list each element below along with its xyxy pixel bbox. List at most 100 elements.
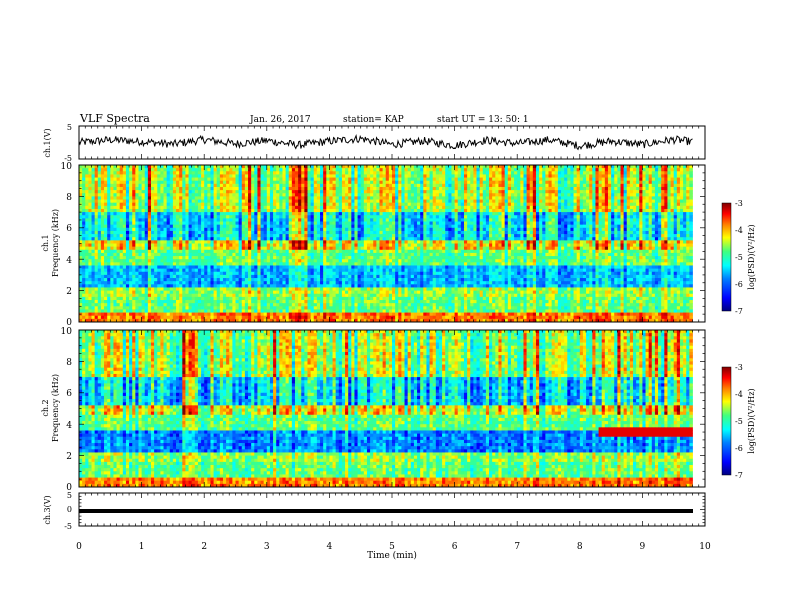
spectrogram-cell: [273, 183, 277, 188]
spectrogram-cell: [144, 227, 149, 232]
spectrogram-cell: [257, 237, 261, 241]
spectrogram-cell: [185, 168, 189, 172]
spectrogram-cell: [564, 227, 568, 232]
spectrogram-cell: [457, 174, 462, 178]
spectrogram-cell: [291, 193, 296, 197]
spectrogram-cell: [176, 227, 180, 232]
spectrogram-cell: [260, 208, 265, 213]
spectrogram-cell: [94, 234, 99, 238]
spectrogram-cell: [514, 174, 518, 178]
spectrogram-cell: [382, 196, 387, 200]
spectrogram-cell: [398, 202, 402, 207]
spectrogram-cell: [107, 234, 111, 238]
spectrogram-cell: [100, 180, 105, 185]
spectrogram-cell: [545, 180, 549, 185]
spectrogram-cell: [442, 199, 446, 204]
spectrogram-cell: [157, 221, 161, 226]
spectrogram-cell: [689, 205, 693, 210]
spectrogram-cell: [567, 177, 571, 182]
spectrogram-cell: [604, 234, 609, 238]
spectrogram-cell: [310, 202, 315, 207]
spectrogram-cell: [204, 202, 208, 207]
spectrogram-cell: [79, 212, 83, 216]
spectrogram-cell: [451, 208, 455, 213]
spectrogram-cell: [382, 165, 387, 169]
spectrogram-cell: [226, 234, 230, 238]
spectrogram-cell: [248, 183, 252, 188]
spectrogram-cell: [360, 174, 365, 178]
spectrogram-cell: [238, 171, 243, 175]
spectrogram-cell: [576, 168, 581, 172]
spectrogram-cell: [388, 237, 393, 241]
spectrogram-cell: [586, 193, 590, 197]
spectrogram-cell: [429, 199, 434, 204]
spectrogram-cell: [213, 171, 218, 175]
spectrogram-cell: [351, 221, 355, 226]
spectrogram-cell: [341, 224, 346, 229]
spectrogram-cell: [113, 237, 117, 241]
spectrogram-cell: [320, 165, 324, 169]
spectrogram-cell: [598, 215, 603, 219]
spectrogram-cell: [507, 186, 512, 191]
spectrogram-cell: [535, 227, 540, 232]
spectrogram-cell: [313, 227, 318, 232]
spectrogram-cell: [670, 212, 675, 216]
spectrogram-cell: [238, 234, 243, 238]
spectrogram-cell: [498, 193, 502, 197]
spectrogram-cell: [579, 165, 584, 169]
spectrogram-cell: [88, 183, 92, 188]
spectrogram-cell: [457, 230, 462, 235]
spectrogram-cell: [360, 208, 365, 213]
spectrogram-cell: [132, 218, 136, 222]
spectrogram-cell: [473, 237, 477, 241]
spectrogram-cell: [100, 215, 105, 219]
spectrogram-cell: [116, 230, 121, 235]
spectrogram-cell: [670, 171, 675, 175]
spectrogram-cell: [420, 234, 424, 238]
spectrogram-cell: [169, 224, 174, 229]
spectrogram-cell: [426, 186, 430, 191]
spectrogram-cell: [645, 177, 650, 182]
spectrogram-cell: [276, 221, 280, 226]
spectrogram-cell: [219, 196, 224, 200]
spectrogram-cell: [454, 183, 459, 188]
spectrogram-cell: [651, 193, 656, 197]
spectrogram-cell: [570, 165, 574, 169]
spectrogram-cell: [426, 234, 430, 238]
spectrogram-cell: [222, 234, 227, 238]
spectrogram-cell: [91, 196, 96, 200]
spectrogram-cell: [482, 218, 487, 222]
spectrogram-cell: [244, 234, 249, 238]
spectrogram-cell: [251, 196, 255, 200]
spectrogram-cell: [135, 215, 139, 219]
spectrogram-cell: [373, 208, 377, 213]
spectrogram-cell: [320, 208, 324, 213]
spectrogram-cell: [570, 174, 574, 178]
spectrogram-cell: [282, 174, 286, 178]
spectrogram-cell: [335, 193, 340, 197]
spectrogram-cell: [141, 240, 146, 244]
spectrogram-cell: [651, 237, 656, 241]
spectrogram-cell: [207, 224, 211, 229]
spectrogram-cell: [413, 196, 418, 200]
spectrogram-cell: [244, 193, 249, 197]
spectrogram-cell: [335, 177, 340, 182]
spectrogram-cell: [335, 230, 340, 235]
spectrogram-cell: [266, 237, 271, 241]
spectrogram-cell: [607, 190, 612, 194]
spectrogram-cell: [435, 237, 440, 241]
spectrogram-cell: [520, 215, 524, 219]
spectrogram-cell: [163, 174, 168, 178]
spectrogram-cell: [210, 234, 214, 238]
spectrogram-cell: [363, 227, 368, 232]
spectrogram-cell: [323, 237, 327, 241]
spectrogram-cell: [351, 224, 355, 229]
spectrogram-cell: [492, 199, 496, 204]
spectrogram-cell: [104, 196, 108, 200]
spectrogram-cell: [467, 180, 471, 185]
spectrogram-cell: [348, 196, 352, 200]
spectrogram-cell: [110, 177, 114, 182]
spectrogram-cell: [104, 174, 108, 178]
spectrogram-cell: [307, 199, 312, 204]
